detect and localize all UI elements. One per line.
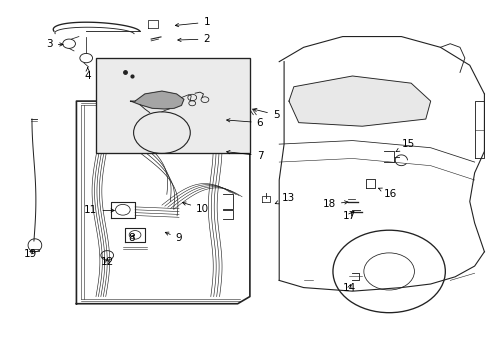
Text: 1: 1 [175, 17, 210, 27]
Text: 6: 6 [227, 118, 263, 128]
Text: 4: 4 [84, 68, 91, 81]
Text: 15: 15 [396, 139, 415, 152]
Polygon shape [130, 91, 184, 109]
Text: 18: 18 [322, 199, 348, 210]
Text: 3: 3 [46, 40, 63, 49]
Text: 7: 7 [226, 150, 263, 161]
Text: 5: 5 [253, 108, 279, 120]
Text: 17: 17 [343, 211, 356, 221]
Text: 12: 12 [100, 257, 114, 267]
Text: 13: 13 [275, 193, 295, 204]
Text: 14: 14 [343, 283, 356, 293]
Bar [96, 58, 250, 153]
Text: 8: 8 [128, 233, 135, 243]
Text: 16: 16 [379, 188, 397, 199]
Text: 19: 19 [24, 248, 37, 258]
Text: 10: 10 [182, 202, 209, 214]
Text: 11: 11 [84, 206, 114, 216]
Polygon shape [289, 76, 431, 126]
Text: 2: 2 [178, 34, 210, 44]
Text: 9: 9 [165, 232, 182, 243]
